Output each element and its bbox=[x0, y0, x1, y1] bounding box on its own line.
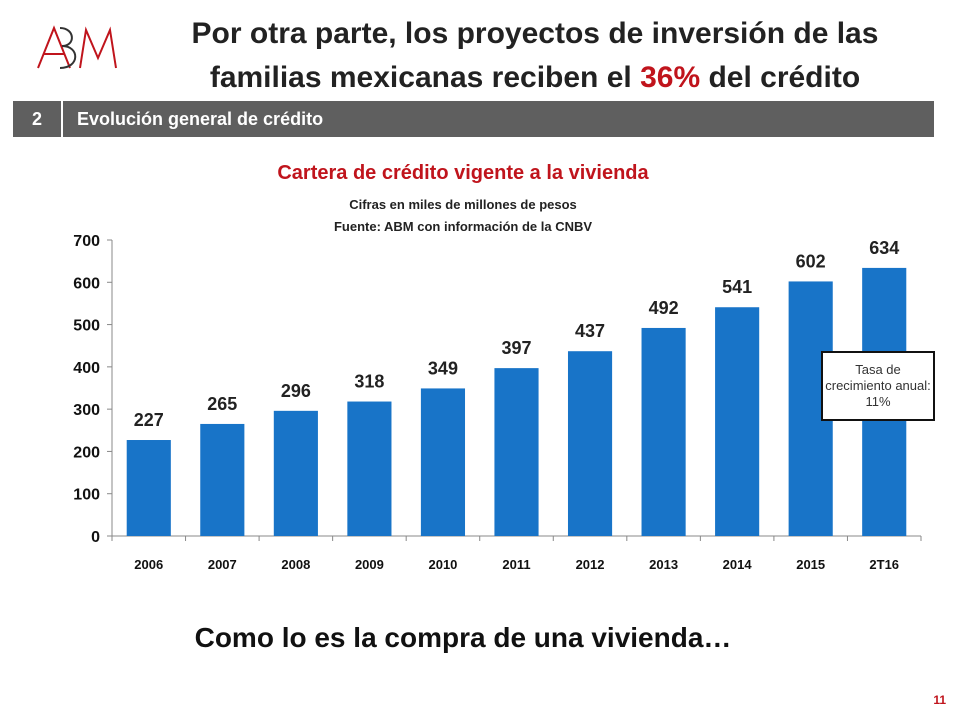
data-label: 602 bbox=[796, 251, 826, 271]
data-label: 265 bbox=[207, 394, 237, 414]
y-tick-label: 500 bbox=[73, 318, 100, 335]
bar bbox=[126, 440, 171, 536]
x-tick-label: 2009 bbox=[355, 557, 384, 572]
data-label: 437 bbox=[575, 321, 605, 341]
x-tick-label: 2014 bbox=[723, 557, 753, 572]
y-tick-label: 700 bbox=[73, 233, 100, 250]
bar bbox=[641, 327, 686, 536]
data-label: 318 bbox=[354, 372, 384, 392]
x-tick-label: 2008 bbox=[281, 557, 310, 572]
section-label: Evolución general de crédito bbox=[77, 108, 324, 129]
y-tick-label: 200 bbox=[73, 444, 100, 461]
data-label: 296 bbox=[281, 381, 311, 401]
y-tick-label: 400 bbox=[73, 360, 100, 377]
y-tick-label: 300 bbox=[73, 402, 100, 419]
growth-rate-callout: Tasa de crecimiento anual: 11% bbox=[821, 351, 935, 421]
x-tick-label: 2011 bbox=[502, 557, 530, 572]
x-tick-label: 2T16 bbox=[869, 557, 899, 572]
data-label: 397 bbox=[501, 338, 531, 358]
x-tick-label: 2010 bbox=[428, 557, 457, 572]
x-tick-label: 2015 bbox=[796, 557, 825, 572]
bar bbox=[715, 307, 760, 536]
y-tick-label: 0 bbox=[91, 529, 100, 546]
data-label: 541 bbox=[722, 277, 752, 297]
x-tick-label: 2013 bbox=[649, 557, 678, 572]
page-number: 11 bbox=[933, 693, 946, 707]
x-tick-label: 2007 bbox=[208, 557, 237, 572]
bar bbox=[200, 423, 245, 536]
data-label: 227 bbox=[134, 410, 164, 430]
section-number: 2 bbox=[13, 101, 63, 137]
bar bbox=[273, 410, 318, 536]
page-title: Por otra parte, los proyectos de inversi… bbox=[191, 17, 879, 94]
title-highlight: 36% bbox=[640, 61, 701, 94]
x-tick-label: 2012 bbox=[576, 557, 605, 572]
bar bbox=[494, 368, 539, 536]
abm-logo bbox=[37, 25, 117, 69]
data-label: 492 bbox=[649, 298, 679, 318]
chart-subtitle: Cifras en miles de millones de pesos bbox=[349, 197, 577, 212]
x-tick-label: 2006 bbox=[134, 557, 163, 572]
data-label: 634 bbox=[869, 238, 899, 258]
section-bar: 2 Evolución general de crédito bbox=[13, 101, 934, 137]
chart-title: Cartera de crédito vigente a la vivienda bbox=[277, 162, 649, 184]
y-tick-label: 100 bbox=[73, 487, 100, 504]
bar bbox=[567, 351, 613, 536]
bar bbox=[420, 388, 466, 536]
footer-text: Como lo es la compra de una vivienda… bbox=[194, 622, 732, 653]
y-tick-label: 600 bbox=[73, 275, 100, 292]
chart-source: Fuente: ABM con información de la CNBV bbox=[333, 219, 593, 234]
data-label: 349 bbox=[428, 358, 458, 378]
bar bbox=[347, 401, 392, 536]
